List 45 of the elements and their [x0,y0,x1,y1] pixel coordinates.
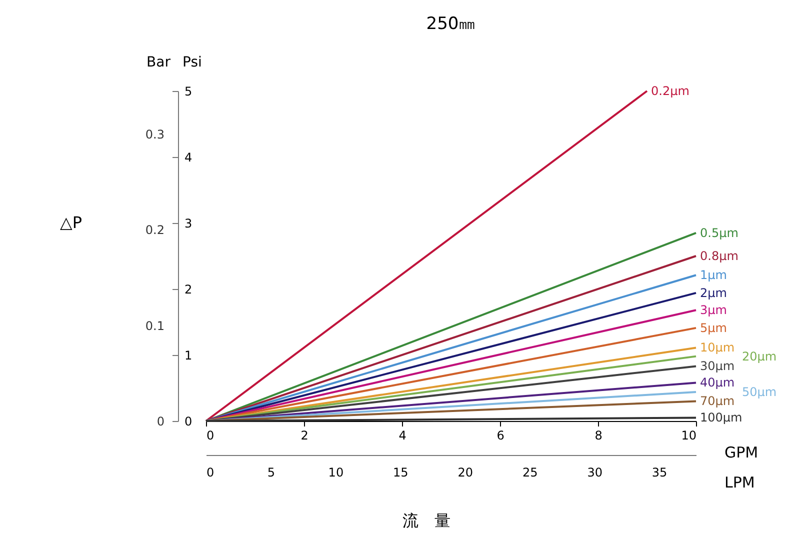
series-label: 5μm [700,320,727,335]
x-tick-label: 6 [496,428,504,442]
x-axis-title: GPM [724,444,758,462]
series-label: 70μm [700,394,735,408]
x2-tick-label: 35 [652,466,668,480]
x2-tick-label: 25 [522,466,538,480]
x2-tick-label: 20 [458,466,474,480]
text: 50μm [742,384,777,399]
y-tick-label: 2 [184,282,192,296]
y-axis-title: Psi [182,54,202,70]
series-label: 40μm [700,376,735,390]
y2-tick-label: 0.2 [145,223,164,238]
y2-tick-label: 0.3 [145,127,164,142]
series-label: 100μm [700,410,742,425]
y-tick-label: 0 [184,414,192,428]
y2-tick-label: 0 [156,414,164,428]
text: 流 量 [402,511,450,530]
y-tick-label: 1 [184,348,192,362]
x-tick-label: 8 [594,428,602,442]
y2-axis-title: Bar [146,54,171,70]
x2-tick-label: 10 [328,466,344,480]
x2-axis-title: LPM [724,474,755,492]
y-tick-label: 3 [184,216,192,230]
y-tick-label: 4 [184,150,192,164]
series-label: 30μm [700,359,735,374]
x2-tick-label: 5 [267,466,276,480]
series-label: 10μm [700,340,735,355]
x-tick-label: 0 [206,428,214,442]
x-tick-label: 4 [398,428,406,442]
x2-tick-label: 30 [587,466,602,480]
series-label: 3μm [700,303,727,318]
y2-tick-label: 0.1 [145,318,164,333]
text: 20μm [742,349,777,364]
text: △P [60,213,82,232]
chart-title: 250㎜ [426,14,476,34]
x-tick-label: 10 [681,428,696,442]
x2-tick-label: 0 [206,466,214,480]
series-label: 0.2μm [651,84,690,98]
x2-tick-label: 15 [393,466,408,480]
x-tick-label: 2 [300,428,308,442]
series-label: 1μm [700,268,727,282]
series-label: 0.5μm [700,226,738,240]
series-label: 2μm [700,286,727,300]
y-tick-label: 5 [184,84,192,98]
series-label: 0.8μm [700,249,738,263]
